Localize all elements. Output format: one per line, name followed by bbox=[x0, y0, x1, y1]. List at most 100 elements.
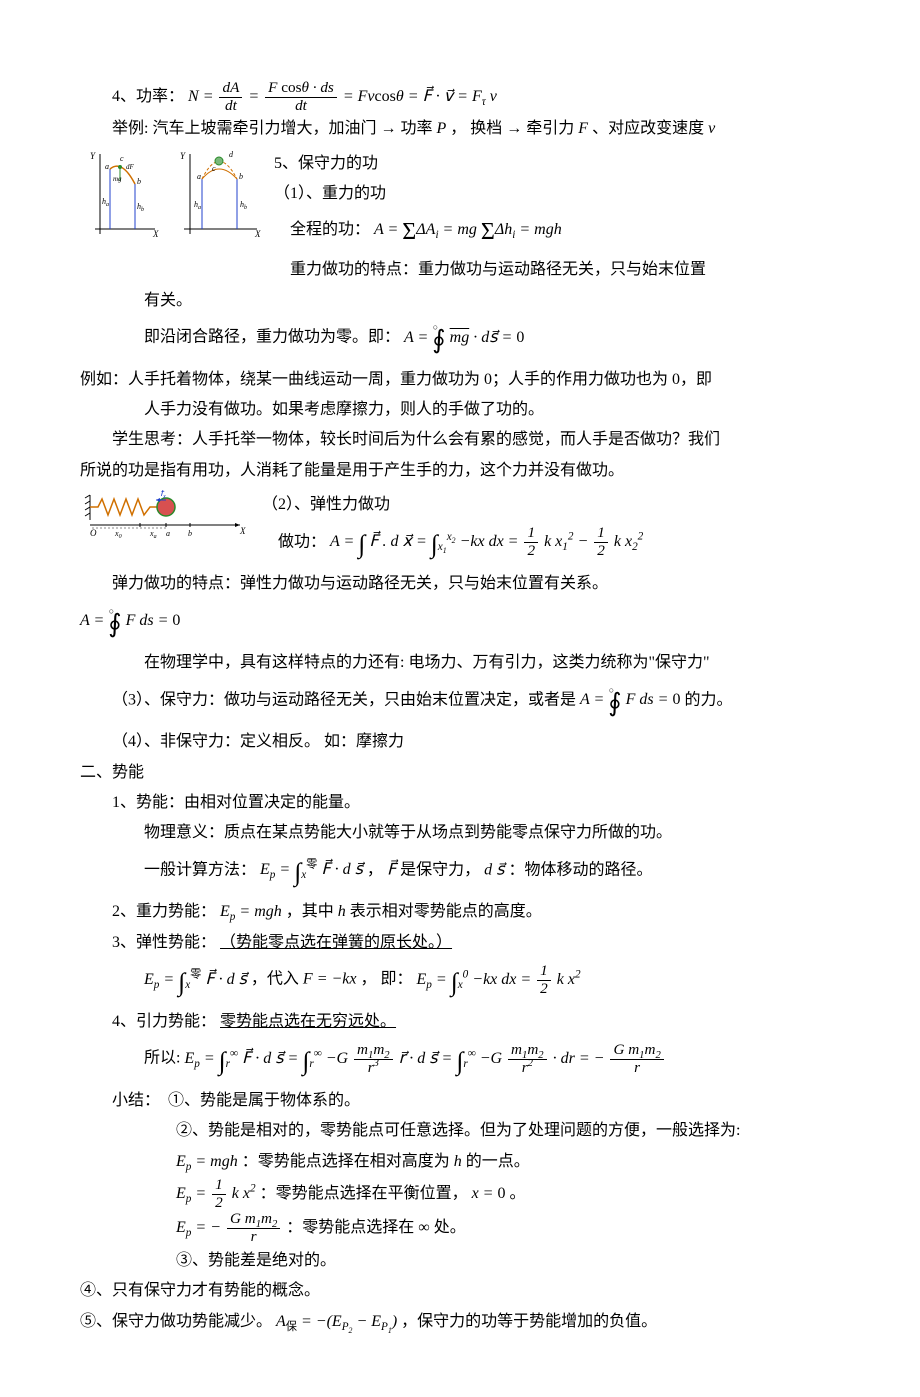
item-4-label: 4、功率： bbox=[112, 88, 184, 105]
related-to: 有关。 bbox=[144, 292, 192, 309]
spring-diagram: f⃗x X O x0 xa a b bbox=[80, 490, 250, 540]
sum-2b-txt-b: 。 bbox=[509, 1185, 525, 1202]
svg-text:c: c bbox=[120, 154, 124, 163]
sum-5-a: ⑤、保守力做功势能减少。 bbox=[80, 1313, 272, 1330]
arrow-1: → bbox=[380, 120, 396, 137]
pe-4-so: 所以: bbox=[144, 1050, 180, 1067]
in-physics: 在物理学中，具有这样特点的力还有: 电场力、万有引力，这类力统称为"保守力" bbox=[80, 648, 840, 678]
example-text-c: ， 换档 bbox=[450, 120, 502, 137]
svg-text:a: a bbox=[105, 162, 109, 171]
general-calc: 一般计算方法： Ep = ∫x零 F⃗ · d s⃗ ， F⃗ 是保守力， d … bbox=[80, 849, 840, 898]
pe-4-u: 零势能点选在无穷远处。 bbox=[220, 1013, 396, 1030]
sum-2c-formula: Ep = − G m1m2r bbox=[176, 1219, 286, 1236]
elastic-work-line: 做功： A = ∫ F⃗ . d x⃗ = ∫x1x2 −kx dx = 12 … bbox=[262, 521, 840, 570]
think-b: 所说的功是指有用功，人消耗了能量是用于产生手的力，这个力并没有做功。 bbox=[80, 456, 840, 486]
var-f2: F⃗ bbox=[387, 861, 396, 878]
gravity-diagram-row: Y X a b c dF ha hb mg Y X a b bbox=[80, 149, 840, 286]
full-work-line: 全程的功： A = ΣΔAi = mg ΣΔhi = mgh bbox=[274, 210, 840, 256]
pe-meaning: 物理意义：质点在某点势能大小就等于从场点到势能零点保守力所做的功。 bbox=[80, 818, 840, 848]
spring-row: f⃗x X O x0 xa a b （2）、弹性力做功 做功： A = ∫ F⃗ bbox=[80, 490, 840, 569]
pe-2-c: 表示相对零势能点的高度。 bbox=[350, 903, 542, 920]
general-calc-post-c: ：物体移动的路径。 bbox=[509, 861, 653, 878]
closed-path-formula: A = ∮ mg · ds⃗ = 0 bbox=[404, 329, 524, 346]
pe-2-b: ，其中 bbox=[286, 903, 338, 920]
example-text-e: 、对应改变速度 bbox=[592, 120, 708, 137]
pe-3-eq: Ep = ∫x零 F⃗ · d s⃗ ，代入 F = −kx ， 即： Ep =… bbox=[80, 958, 840, 1007]
svg-text:Y: Y bbox=[90, 151, 96, 161]
pe-1: 1、势能：由相对位置决定的能量。 bbox=[80, 788, 840, 818]
var-ds: d s⃗ bbox=[484, 861, 504, 878]
svg-text:d: d bbox=[229, 150, 234, 159]
gravity-diagram-right: Y X a b c d ha hb bbox=[172, 149, 262, 239]
item-5-label: 5、保守力的功 bbox=[274, 149, 840, 179]
svg-text:X: X bbox=[254, 229, 261, 239]
general-calc-post-b: 是保守力， bbox=[400, 861, 480, 878]
item-5-3: （3）、保守力：做功与运动路径无关，只由始末位置决定，或者是 A = ∮ F d… bbox=[80, 679, 840, 728]
sum-5: ⑤、保守力做功势能减少。 A保 = −(EP2 − EP1) ，保守力的功等于势… bbox=[80, 1307, 840, 1337]
sum-2b-formula2: x = 0 bbox=[472, 1185, 506, 1202]
var-h2: h bbox=[454, 1153, 462, 1170]
sum-2c-txt: ：零势能点选择在 ∞ 处。 bbox=[286, 1219, 465, 1236]
sum-2a-formula: Ep = mgh bbox=[176, 1153, 238, 1170]
elastic-work-label: 做功： bbox=[278, 533, 326, 550]
pe-3: 3、弹性势能： （势能零点选在弹簧的原长处。） bbox=[80, 928, 840, 958]
svg-text:xa: xa bbox=[149, 529, 157, 540]
pe-3-a: 3、弹性势能： bbox=[112, 934, 216, 951]
item-5-3-b: 的力。 bbox=[684, 691, 732, 708]
var-h: h bbox=[338, 903, 346, 920]
pe-3-mid-b: ， 即： bbox=[361, 971, 413, 988]
example-text-b: 功率 bbox=[400, 120, 436, 137]
var-v: v bbox=[708, 120, 715, 137]
sum-3: ③、势能差是绝对的。 bbox=[80, 1246, 840, 1276]
elastic-feature: 弹力做功的特点：弹性力做功与运动路径无关，只与始末位置有关系。 bbox=[80, 569, 840, 599]
item-5-3-a: （3）、保守力：做功与运动路径无关，只由始末位置决定，或者是 bbox=[112, 691, 576, 708]
pe-2-formula: Ep = mgh bbox=[220, 903, 282, 920]
sum-2b-txt-a: ：零势能点选择在平衡位置， bbox=[260, 1185, 468, 1202]
svg-text:x0: x0 bbox=[114, 529, 122, 540]
svg-text:a: a bbox=[166, 529, 170, 538]
hand-example-a: 例如：人手托着物体，绕某一曲线运动一周，重力做功为 0；人手的作用力做功也为 0… bbox=[80, 365, 840, 395]
full-work-formula: A = ΣΔAi = mg ΣΔhi = mgh bbox=[374, 221, 562, 238]
closed-path-line: 即沿闭合路径，重力做功为零。即： A = ∮ mg · ds⃗ = 0 bbox=[80, 316, 840, 365]
conservative-force-block: 5、保守力的功 （1）、重力的功 全程的功： A = ΣΔAi = mg ΣΔh… bbox=[274, 149, 840, 286]
svg-text:b: b bbox=[137, 177, 141, 186]
sum-2a: Ep = mgh ：零势能点选择在相对高度为 h 的一点。 bbox=[80, 1147, 840, 1177]
svg-text:mg: mg bbox=[113, 175, 122, 183]
pe-4-formula: Ep = ∫r∞ F⃗ · d s⃗ = ∫r∞ −G m1m2r3 r⃗ · … bbox=[184, 1050, 665, 1067]
pe-3-int2: Ep = ∫x0 −kx dx = 12 k x2 bbox=[417, 971, 581, 988]
sum-2a-txt2: 的一点。 bbox=[466, 1153, 530, 1170]
item-5-1-label: （1）、重力的功 bbox=[274, 179, 840, 209]
svg-text:X: X bbox=[239, 526, 246, 536]
sum-2b-formula: Ep = 12 k x2 bbox=[176, 1185, 260, 1202]
item-4-power: 4、功率： N = dAdt = F cosθ · dsdt = Fvcosθ … bbox=[80, 80, 840, 114]
gravity-diagram-left: Y X a b c dF ha hb mg bbox=[80, 149, 160, 239]
elastic-oint-formula: A = ∮ F ds = 0 bbox=[80, 612, 180, 629]
pe-3-mid-formula: F = −kx bbox=[303, 971, 357, 988]
elastic-oint: A = ∮ F ds = 0 bbox=[80, 600, 840, 649]
pe-4-a: 4、引力势能： bbox=[112, 1013, 216, 1030]
section-2-title: 二、势能 bbox=[80, 758, 840, 788]
pe-3-mid-a: ，代入 bbox=[251, 971, 303, 988]
svg-text:ha: ha bbox=[102, 197, 109, 208]
example-prefix: 举例: bbox=[112, 120, 148, 137]
sum-2c: Ep = − G m1m2r ：零势能点选择在 ∞ 处。 bbox=[80, 1211, 840, 1245]
general-calc-label: 一般计算方法： bbox=[144, 861, 256, 878]
svg-text:dF: dF bbox=[126, 163, 135, 171]
var-p: P bbox=[436, 120, 446, 137]
elastic-work-formula: A = ∫ F⃗ . d x⃗ = ∫x1x2 −kx dx = 12 k x1… bbox=[330, 533, 643, 550]
power-example: 举例: 汽车上坡需牵引力增大，加油门 → 功率 P ， 换档 → 牵引力 F 、… bbox=[80, 114, 840, 144]
general-calc-post-a: ， bbox=[367, 861, 383, 878]
svg-text:Y: Y bbox=[180, 151, 186, 161]
item-5-2-label: （2）、弹性力做功 bbox=[262, 490, 840, 520]
svg-text:c: c bbox=[212, 164, 216, 173]
general-calc-formula: Ep = ∫x零 F⃗ · d s⃗ bbox=[260, 861, 367, 878]
svg-text:b: b bbox=[188, 529, 192, 538]
sum-1: ①、势能是属于物体系的。 bbox=[168, 1092, 360, 1109]
arrow-2: → bbox=[506, 120, 522, 137]
pe-2: 2、重力势能： Ep = mgh ，其中 h 表示相对零势能点的高度。 bbox=[80, 897, 840, 927]
svg-text:a: a bbox=[197, 172, 201, 181]
svg-text:f⃗x: f⃗x bbox=[160, 490, 166, 500]
page: 4、功率： N = dAdt = F cosθ · dsdt = Fvcosθ … bbox=[0, 0, 920, 1397]
svg-text:X: X bbox=[152, 229, 159, 239]
sum-5-formula: A保 = −(EP2 − EP1) bbox=[276, 1313, 401, 1330]
